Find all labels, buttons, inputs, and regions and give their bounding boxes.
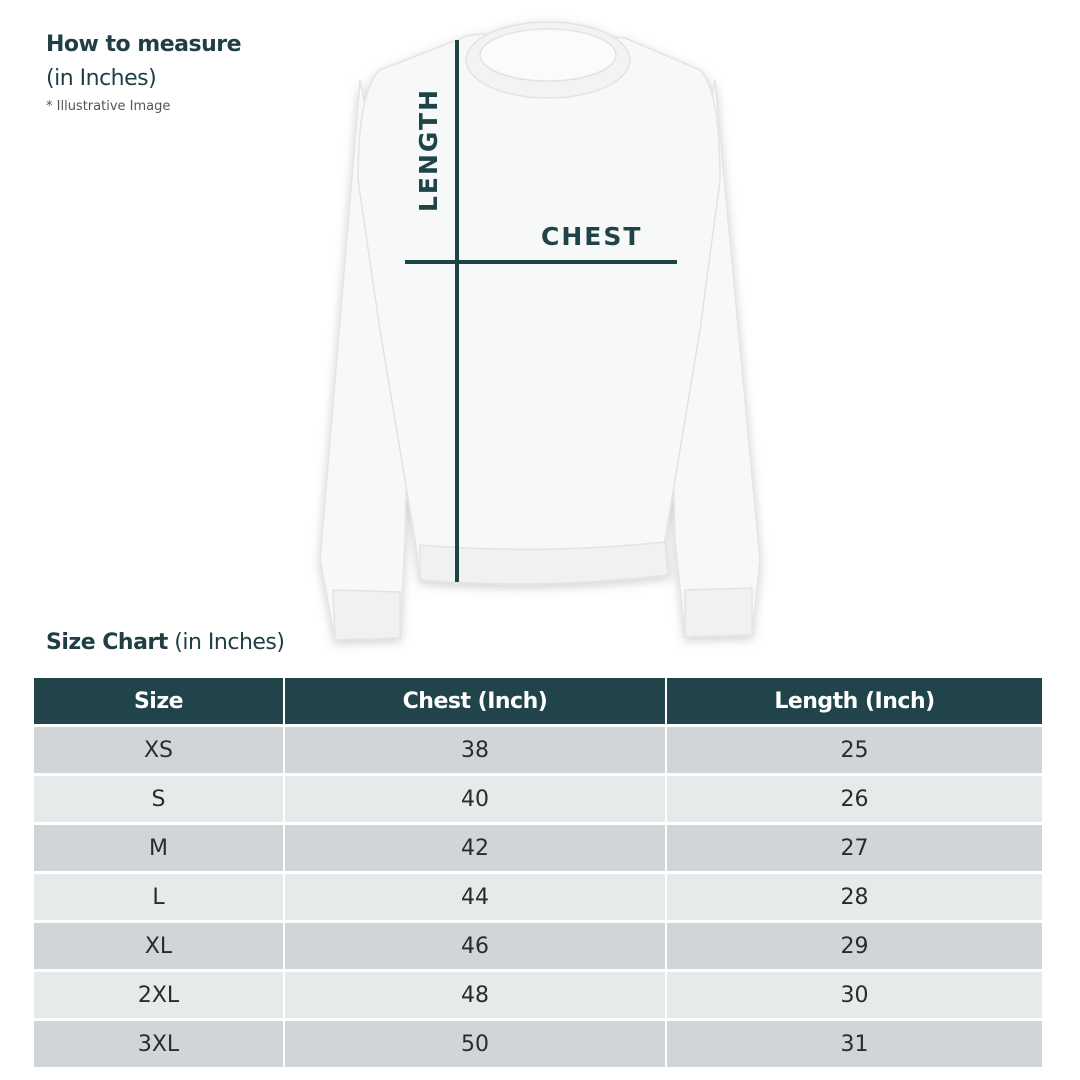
cell-chest: 50: [285, 1021, 665, 1067]
cell-chest: 46: [285, 923, 665, 969]
column-header-length: Length (Inch): [667, 678, 1042, 724]
cell-size: 3XL: [34, 1021, 283, 1067]
size-chart-table: Size Chest (Inch) Length (Inch) XS 38 25 S 4…: [32, 675, 1044, 1070]
size-chart-title: Size Chart (in Inches): [46, 630, 285, 655]
how-to-measure-title: How to measure: [46, 32, 242, 57]
cell-length: 25: [667, 727, 1042, 773]
column-header-chest: Chest (Inch): [285, 678, 665, 724]
cell-chest: 44: [285, 874, 665, 920]
cell-chest: 42: [285, 825, 665, 871]
table-row: S 40 26: [34, 776, 1042, 822]
cell-length: 29: [667, 923, 1042, 969]
table-header-row: Size Chest (Inch) Length (Inch): [34, 678, 1042, 724]
cell-length: 27: [667, 825, 1042, 871]
cell-size: 2XL: [34, 972, 283, 1018]
column-header-size: Size: [34, 678, 283, 724]
table-row: M 42 27: [34, 825, 1042, 871]
size-chart-title-text: Size Chart: [46, 630, 168, 655]
table-row: 3XL 50 31: [34, 1021, 1042, 1067]
sweatshirt-illustration: LENGTH CHEST: [319, 21, 761, 641]
cell-chest: 38: [285, 727, 665, 773]
length-label: LENGTH: [414, 88, 443, 212]
cell-size: XL: [34, 923, 283, 969]
size-chart-unit: (in Inches): [174, 630, 285, 655]
cell-size: L: [34, 874, 283, 920]
cell-chest: 48: [285, 972, 665, 1018]
chest-label: CHEST: [541, 222, 642, 251]
table-row: L 44 28: [34, 874, 1042, 920]
cell-length: 31: [667, 1021, 1042, 1067]
table-row: XS 38 25: [34, 727, 1042, 773]
cell-length: 30: [667, 972, 1042, 1018]
illustrative-note: * Illustrative Image: [46, 99, 171, 114]
table-row: 2XL 48 30: [34, 972, 1042, 1018]
cell-chest: 40: [285, 776, 665, 822]
unit-label: (in Inches): [46, 66, 157, 91]
cell-length: 26: [667, 776, 1042, 822]
cell-length: 28: [667, 874, 1042, 920]
table-row: XL 46 29: [34, 923, 1042, 969]
cell-size: XS: [34, 727, 283, 773]
cell-size: M: [34, 825, 283, 871]
cell-size: S: [34, 776, 283, 822]
